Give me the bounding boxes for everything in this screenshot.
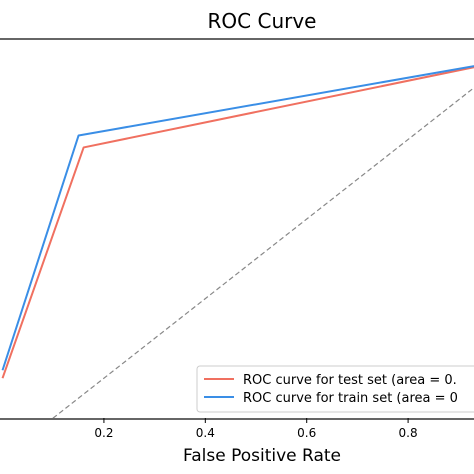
plot-frame (0, 38, 474, 420)
x-axis-ticks: 0.2 0.4 0.6 0.8 (94, 418, 418, 440)
x-axis-label: False Positive Rate (183, 446, 341, 466)
plot-marks (1, 65, 474, 418)
x-tick-label: 0.4 (196, 426, 215, 440)
x-tick-label: 0.8 (399, 426, 418, 440)
x-tick-label: 0.6 (297, 426, 316, 440)
series-line-test (1, 66, 474, 379)
x-tick-label: 0.2 (94, 426, 113, 440)
legend-label-test: ROC curve for test set (area = 0. (243, 373, 457, 388)
legend-box (196, 365, 474, 413)
legend: ROC curve for test set (area = 0. ROC cur… (196, 365, 474, 413)
chart-title: ROC Curve (208, 9, 317, 33)
series-line-train (1, 65, 474, 371)
chance-diagonal-line (52, 86, 474, 418)
legend-label-train: ROC curve for train set (area = 0 (243, 391, 458, 406)
